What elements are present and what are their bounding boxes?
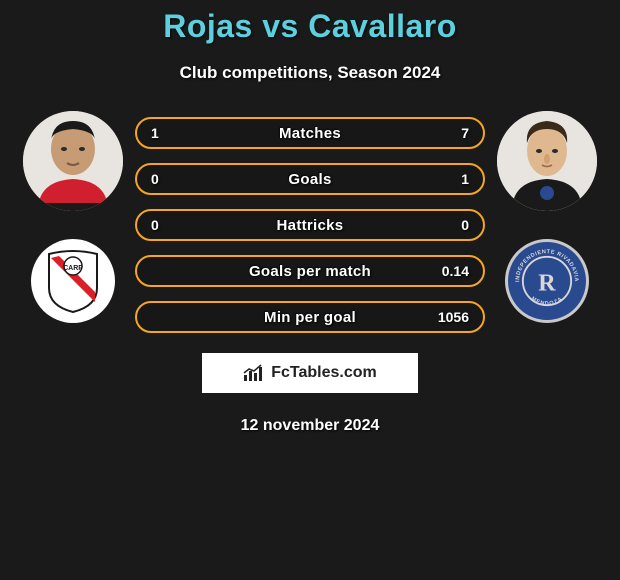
stat-left-value: 1 <box>151 125 159 141</box>
stat-right-value: 7 <box>461 125 469 141</box>
stat-right-value: 1056 <box>438 309 469 325</box>
avatar-right-graphic <box>497 111 597 211</box>
stat-label: Goals per match <box>249 263 371 280</box>
stat-right-value: 0 <box>461 217 469 233</box>
player-avatar-left <box>23 111 123 211</box>
brand-link[interactable]: FcTables.com <box>202 353 418 393</box>
comparison-card: Rojas vs Cavallaro Club competitions, Se… <box>0 0 620 435</box>
page-title: Rojas vs Cavallaro <box>0 8 620 45</box>
stat-row-matches: 1 Matches 7 <box>135 117 485 149</box>
stat-label: Hattricks <box>277 217 344 234</box>
stat-row-min-per-goal: Min per goal 1056 <box>135 301 485 333</box>
svg-text:CARP: CARP <box>63 265 83 272</box>
subtitle: Club competitions, Season 2024 <box>0 63 620 83</box>
stat-row-goals-per-match: Goals per match 0.14 <box>135 255 485 287</box>
stat-label: Matches <box>279 125 341 142</box>
date-line: 12 november 2024 <box>0 417 620 435</box>
stat-label: Goals <box>288 171 331 188</box>
bar-chart-icon <box>243 364 265 382</box>
stat-row-goals: 0 Goals 1 <box>135 163 485 195</box>
club-badge-left: CARP <box>31 239 115 323</box>
left-column: CARP <box>23 111 123 323</box>
stat-right-value: 1 <box>461 171 469 187</box>
stat-left-value: 0 <box>151 171 159 187</box>
club-right-monogram: R <box>538 269 556 296</box>
brand-label: FcTables.com <box>271 364 377 382</box>
main-row: CARP 1 Matches 7 0 Goals 1 0 Hattricks 0 <box>0 111 620 333</box>
club-right-text-bottom: MENDOZA <box>530 296 564 307</box>
stat-left-value: 0 <box>151 217 159 233</box>
right-column: INDEPENDIENTE RIVADAVIA MENDOZA R <box>497 111 597 323</box>
player-avatar-right <box>497 111 597 211</box>
stat-row-hattricks: 0 Hattricks 0 <box>135 209 485 241</box>
stat-right-value: 0.14 <box>442 263 469 279</box>
club-right-emblem: INDEPENDIENTE RIVADAVIA MENDOZA R <box>508 239 586 323</box>
avatar-left-graphic <box>23 111 123 211</box>
stats-column: 1 Matches 7 0 Goals 1 0 Hattricks 0 Goal… <box>135 111 485 333</box>
stat-label: Min per goal <box>264 309 356 326</box>
club-badge-right: INDEPENDIENTE RIVADAVIA MENDOZA R <box>505 239 589 323</box>
svg-text:MENDOZA: MENDOZA <box>530 296 564 307</box>
club-left-shield: CARP <box>45 248 101 314</box>
